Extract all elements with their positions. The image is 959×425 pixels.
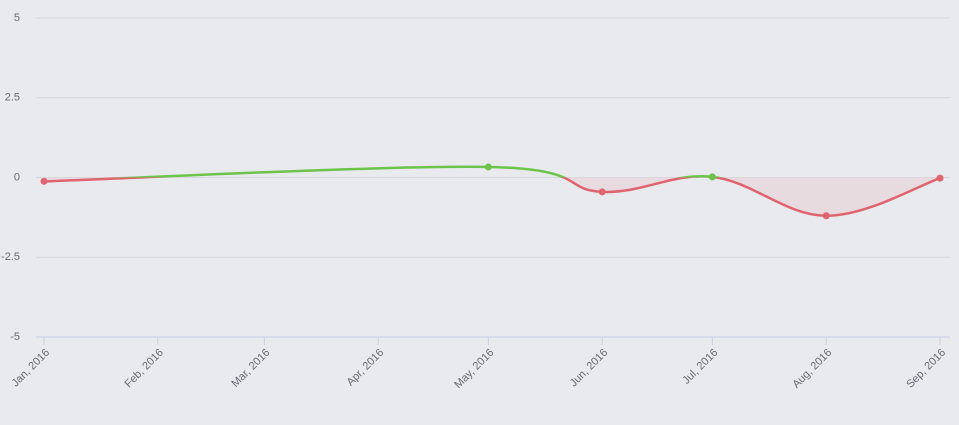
x-tick-label: Apr, 2016 [345,347,387,389]
x-tick-label: Jul, 2016 [680,347,720,387]
x-tick-label: Feb, 2016 [122,347,166,391]
point [598,188,606,196]
point [708,173,716,181]
point [822,212,830,220]
x-tick-label: Aug, 2016 [790,347,834,391]
x-tick-label: Jun, 2016 [568,347,611,390]
y-tick-label: 2.5 [5,92,20,104]
point [40,177,48,185]
area [44,166,940,216]
y-tick-label: 0 [14,171,20,183]
x-tick-label: May, 2016 [452,347,496,391]
point [484,163,492,171]
point [936,174,944,182]
x-tick-label: Sep, 2016 [904,347,948,391]
y-tick-label: -2.5 [1,251,20,263]
y-tick-label: 5 [14,12,20,24]
x-tick-label: Jan, 2016 [10,347,53,390]
y-tick-label: -5 [10,331,20,343]
x-tick-label: Mar, 2016 [229,347,272,390]
